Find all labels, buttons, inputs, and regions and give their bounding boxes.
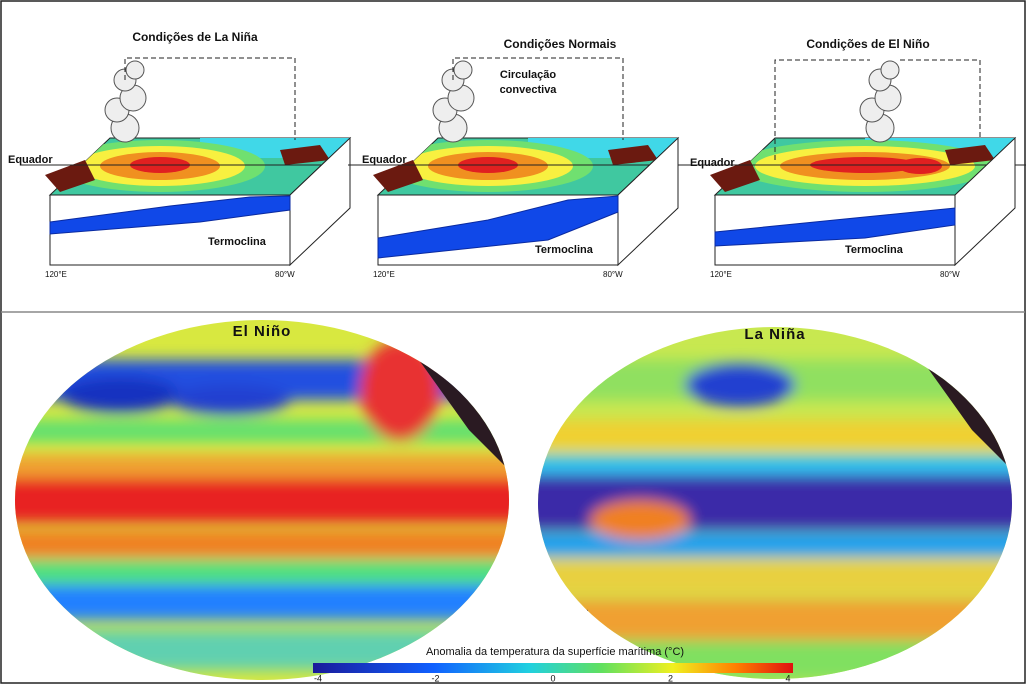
block-diagram [685, 60, 1026, 265]
colorbar-tick: -2 [431, 673, 439, 683]
thermocline-label: Termoclina [535, 244, 594, 256]
anomaly-band [518, 420, 1026, 450]
block-diagram [20, 58, 370, 265]
sst-red [898, 158, 942, 174]
colorbar-tick: -4 [314, 673, 322, 683]
anomaly-blob [590, 500, 690, 540]
equator-label: Equador [690, 157, 735, 169]
longitude-west: 120°E [373, 270, 395, 279]
longitude-east: 80°W [275, 270, 295, 279]
map-title: La Niña [744, 326, 805, 343]
anomaly-band [0, 420, 529, 442]
annotation: Circulação convectiva [500, 69, 558, 96]
anomaly-band [0, 530, 529, 558]
land [15, 600, 65, 680]
anomaly-blob [360, 340, 440, 440]
map-title: El Niño [233, 323, 292, 340]
walker-circulation [125, 58, 295, 140]
anomaly-blob [170, 385, 290, 415]
anomaly-blob [685, 363, 795, 407]
anomaly-band [518, 532, 1026, 557]
longitude-east: 80°W [603, 270, 623, 279]
thermocline-label: Termoclina [208, 236, 267, 248]
anomaly-band [518, 600, 1026, 640]
equator-label: Equador [362, 154, 407, 166]
annotation-line: convectiva [500, 84, 558, 96]
enso-figure: Condições de La Niña Equador Termoclina 120… [0, 0, 1026, 684]
convective-cloud [454, 61, 472, 79]
equator-label: Equador [8, 154, 53, 166]
panel-title: Condições Normais [504, 37, 617, 51]
anomaly-band [518, 560, 1026, 595]
anomaly-band [0, 560, 529, 585]
sst-map [518, 300, 1026, 684]
anomaly-band [0, 478, 529, 523]
convective-cloud [881, 61, 899, 79]
longitude-east: 80°W [940, 270, 960, 279]
colorbar-tick: 4 [785, 673, 790, 683]
colorbar-label: Anomalia da temperatura da superfície ma… [426, 646, 684, 658]
convective-cloud [126, 61, 144, 79]
colorbar-tick: 2 [668, 673, 673, 683]
panel-title: Condições de El Niño [806, 37, 929, 51]
panel-title: Condições de La Niña [132, 30, 258, 44]
sst-map [0, 300, 529, 684]
longitude-west: 120°E [45, 270, 67, 279]
colorbar-tick: 0 [550, 673, 555, 683]
colorbar [313, 663, 793, 673]
thermocline-label: Termoclina [845, 244, 904, 256]
annotation-line: Circulação [500, 69, 557, 81]
longitude-west: 120°E [710, 270, 732, 279]
anomaly-band [0, 585, 529, 620]
anomaly-blob [60, 377, 180, 413]
